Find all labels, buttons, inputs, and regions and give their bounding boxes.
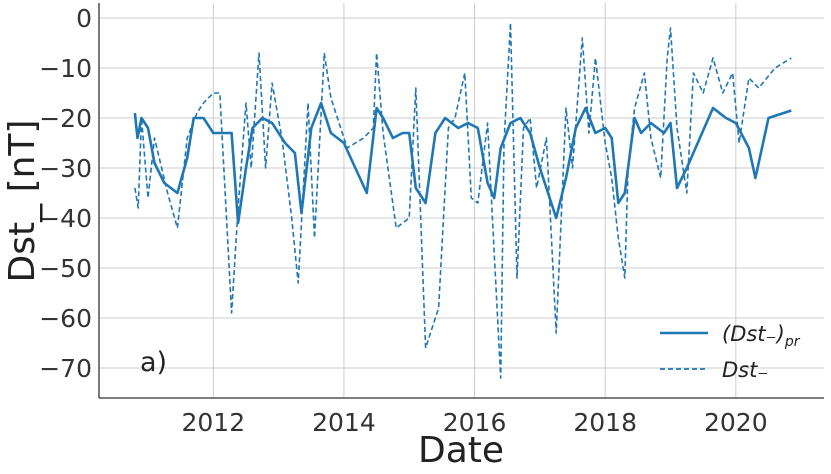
plot-background: [99, 3, 824, 398]
y-tick-label: −10: [39, 54, 92, 83]
y-tick-label: −20: [39, 104, 92, 133]
series-layer: [133, 22, 792, 379]
grid: [99, 3, 824, 398]
series-line-dst: [134, 22, 792, 379]
y-tick-label: −50: [39, 254, 92, 283]
y-tick-label: −60: [39, 304, 92, 333]
legend-solid-label-main: (Dst₋): [722, 322, 785, 346]
x-tick-label: 2020: [704, 408, 768, 437]
x-tick-label: 2016: [443, 408, 507, 437]
x-axis-title: Date: [418, 430, 504, 471]
y-tick-labels: 0 −10 −20 −30 −40 −50 −60 −70: [39, 4, 92, 383]
x-tick-label: 2012: [181, 408, 245, 437]
y-tick-label: −40: [39, 204, 92, 233]
series-line-dst-pr: [133, 101, 792, 225]
x-tick-label: 2014: [312, 408, 376, 437]
panel-label: a): [140, 347, 167, 378]
y-tick-label: −30: [39, 154, 92, 183]
y-tick-label: 0: [76, 4, 92, 33]
y-tick-label: −70: [39, 354, 92, 383]
legend-dashed-label: Dst₋: [722, 358, 768, 382]
x-tick-label: 2018: [573, 408, 637, 437]
axes: [98, 3, 824, 399]
y-axis-title: Dst_ [nT]: [2, 120, 43, 283]
legend-solid-label: (Dst₋)pr: [722, 322, 801, 350]
legend-solid-label-sub: pr: [784, 334, 801, 350]
x-tick-labels: 2012 2014 2016 2018 2020: [181, 408, 767, 437]
legend: (Dst₋)pr Dst₋: [660, 322, 801, 382]
